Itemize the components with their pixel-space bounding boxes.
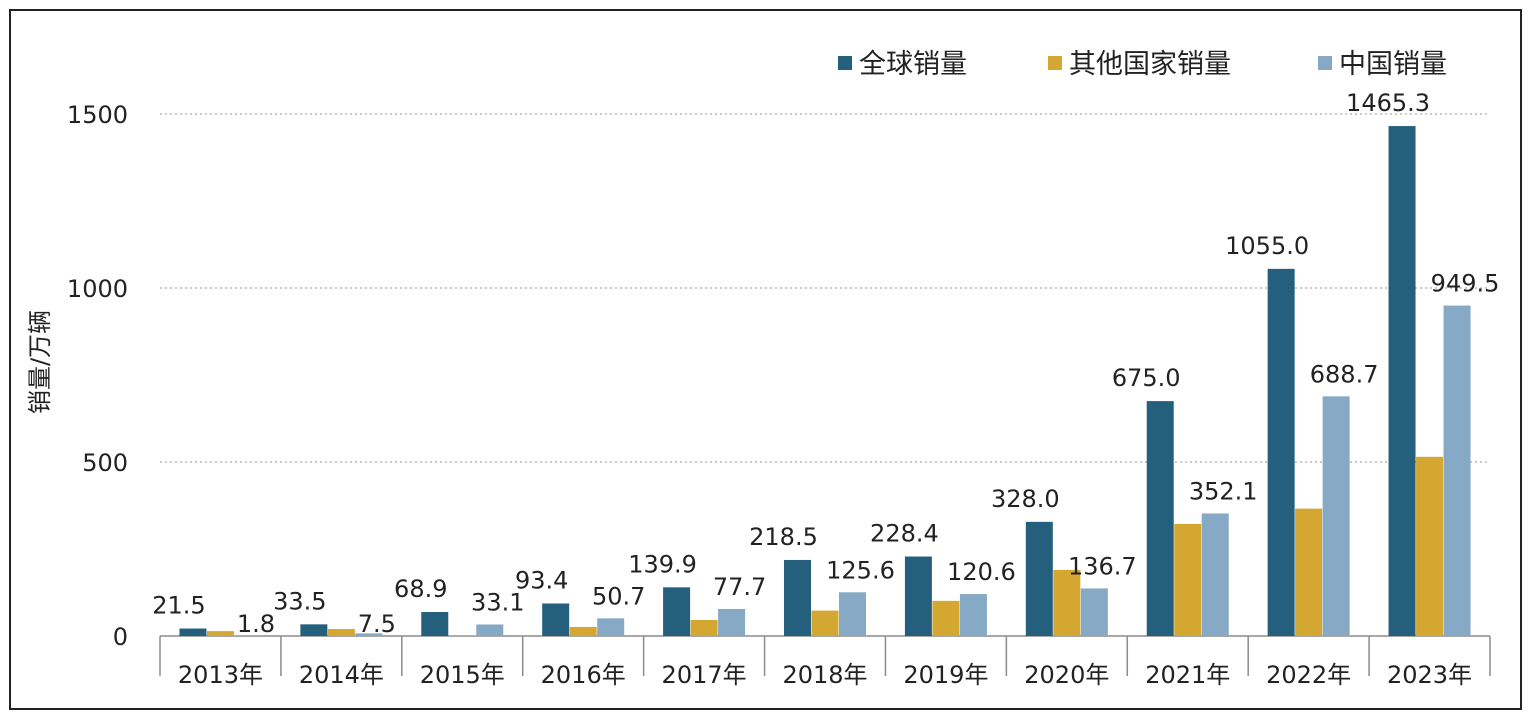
data-label: 352.1	[1189, 477, 1258, 505]
data-label: 1465.3	[1346, 89, 1430, 117]
x-tick-label: 2014年	[299, 661, 384, 689]
data-label: 228.4	[870, 520, 939, 548]
bar	[1388, 126, 1416, 637]
bar	[1025, 521, 1053, 636]
y-tick-label: 0	[113, 623, 128, 651]
legend-label: 中国销量	[1339, 49, 1447, 80]
bar	[569, 626, 597, 636]
data-label: 218.5	[749, 523, 818, 551]
x-tick-label: 2015年	[420, 661, 505, 689]
bar	[1053, 569, 1081, 636]
data-label: 77.7	[713, 573, 766, 601]
data-label: 33.1	[471, 588, 524, 616]
bar	[355, 633, 383, 636]
bar	[597, 618, 625, 636]
data-label: 328.0	[991, 485, 1060, 513]
bar	[1267, 268, 1295, 636]
legend: 全球销量 其他国家销量 中国销量	[838, 49, 1447, 80]
bar	[1443, 305, 1471, 636]
x-tick-label: 2021年	[1145, 661, 1230, 689]
x-tick-label: 2022年	[1266, 661, 1351, 689]
legend-swatch	[1318, 56, 1332, 70]
bar	[784, 559, 811, 636]
bar	[300, 624, 328, 636]
data-label: 675.0	[1112, 364, 1181, 392]
bar	[932, 600, 960, 636]
data-label: 93.4	[515, 566, 568, 594]
bar	[1174, 523, 1202, 636]
bar	[179, 628, 207, 636]
bar	[811, 610, 839, 636]
x-tick-label: 2017年	[662, 661, 747, 689]
bar	[1146, 401, 1174, 636]
legend-label: 其他国家销量	[1069, 49, 1231, 80]
y-tick-label: 1000	[67, 275, 128, 303]
x-tick-label: 2013年	[178, 661, 263, 689]
bar	[206, 631, 234, 636]
x-tick-label: 2019年	[903, 661, 988, 689]
bar	[327, 629, 355, 636]
data-label: 136.7	[1068, 552, 1137, 580]
bar	[1416, 456, 1444, 636]
bar	[421, 612, 449, 636]
bar	[1201, 513, 1229, 636]
bar	[476, 624, 504, 636]
data-label: 33.5	[273, 587, 326, 615]
data-label: 1.8	[237, 610, 275, 638]
bar	[1295, 508, 1323, 636]
data-label: 1055.0	[1225, 232, 1309, 260]
bar	[542, 603, 570, 636]
data-label: 50.7	[592, 582, 645, 610]
legend-label: 全球销量	[859, 49, 967, 80]
data-label: 7.5	[358, 610, 396, 638]
bar	[839, 592, 866, 636]
x-tick-label: 2016年	[541, 661, 626, 689]
legend-swatch	[1048, 56, 1062, 70]
data-label: 139.9	[628, 550, 697, 578]
data-label: 949.5	[1431, 270, 1500, 298]
x-tick-label: 2020年	[1024, 661, 1109, 689]
y-axis-title: 销量/万辆	[26, 310, 54, 414]
bar	[959, 594, 987, 636]
legend-swatch	[838, 56, 852, 70]
bar-layer	[179, 126, 1471, 637]
data-label: 21.5	[152, 592, 205, 620]
bar	[718, 608, 746, 636]
y-tick-label: 500	[82, 449, 128, 477]
x-tick-label: 2023年	[1387, 661, 1472, 689]
bar	[1080, 588, 1108, 636]
bar	[904, 556, 932, 636]
bar	[663, 587, 691, 636]
label-layer: 21.5 33.5 68.9 93.4 139.9 218.5 228.4 328.0 675.…	[152, 89, 1499, 638]
bar	[690, 619, 718, 636]
x-tick-label: 2018年	[782, 661, 867, 689]
bar	[1322, 396, 1350, 636]
data-label: 125.6	[826, 556, 895, 584]
grid-layer	[160, 113, 1490, 463]
data-label: 688.7	[1310, 360, 1379, 388]
data-label: 120.6	[947, 558, 1016, 586]
y-tick-label: 1500	[67, 101, 128, 129]
bar	[234, 635, 262, 636]
data-label: 68.9	[394, 575, 447, 603]
bar	[448, 635, 476, 636]
